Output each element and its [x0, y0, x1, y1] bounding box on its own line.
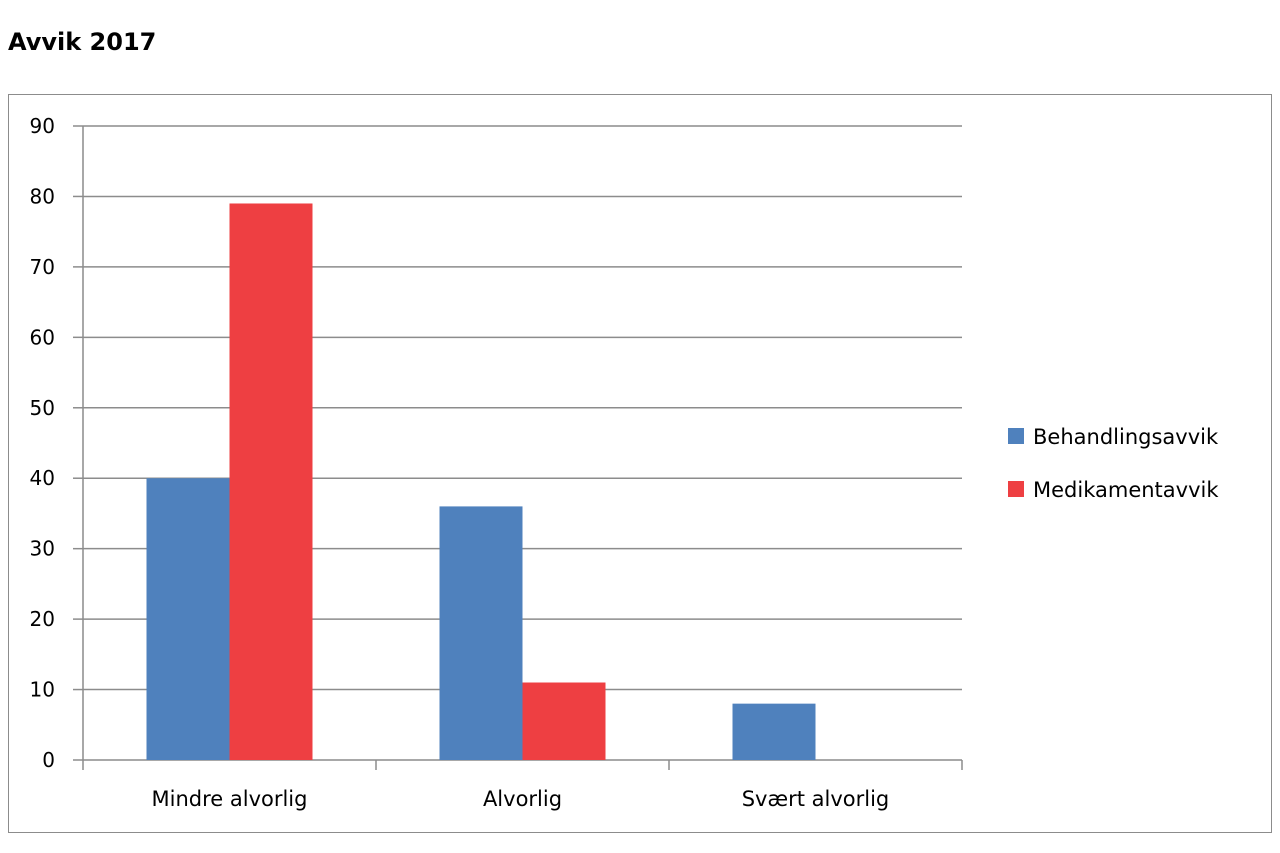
y-tick-label: 0 — [42, 748, 55, 772]
y-tick-label: 90 — [30, 114, 55, 138]
bar-behandlingsavvik — [439, 506, 523, 760]
x-category-label: Alvorlig — [483, 787, 562, 811]
y-tick-label: 70 — [30, 255, 55, 279]
legend-swatch — [1008, 428, 1024, 444]
bar-medikamentavvik — [229, 203, 313, 760]
legend: Behandlingsavvik Medikamentavvik — [1008, 425, 1219, 502]
page-title: Avvik 2017 — [8, 28, 157, 56]
x-category-label: Mindre alvorlig — [152, 787, 308, 811]
bar-behandlingsavvik — [732, 703, 816, 760]
y-tick-label: 50 — [30, 396, 55, 420]
bar-medikamentavvik — [522, 682, 606, 760]
axis-labels: 0 10 20 30 40 50 60 70 80 90 Mindre alvorlig Alvorl… — [30, 114, 890, 811]
legend-swatch — [1008, 481, 1024, 497]
y-tick-label: 40 — [30, 466, 55, 490]
bars — [146, 203, 816, 760]
legend-label: Behandlingsavvik — [1033, 425, 1219, 449]
y-tick-label: 20 — [30, 607, 55, 631]
bar-behandlingsavvik — [146, 478, 230, 760]
x-category-label: Svært alvorlig — [742, 787, 890, 811]
y-tick-label: 60 — [30, 325, 55, 349]
legend-label: Medikamentavvik — [1033, 478, 1219, 502]
y-tick-label: 10 — [30, 678, 55, 702]
y-tick-label: 30 — [30, 537, 55, 561]
y-tick-label: 80 — [30, 184, 55, 208]
